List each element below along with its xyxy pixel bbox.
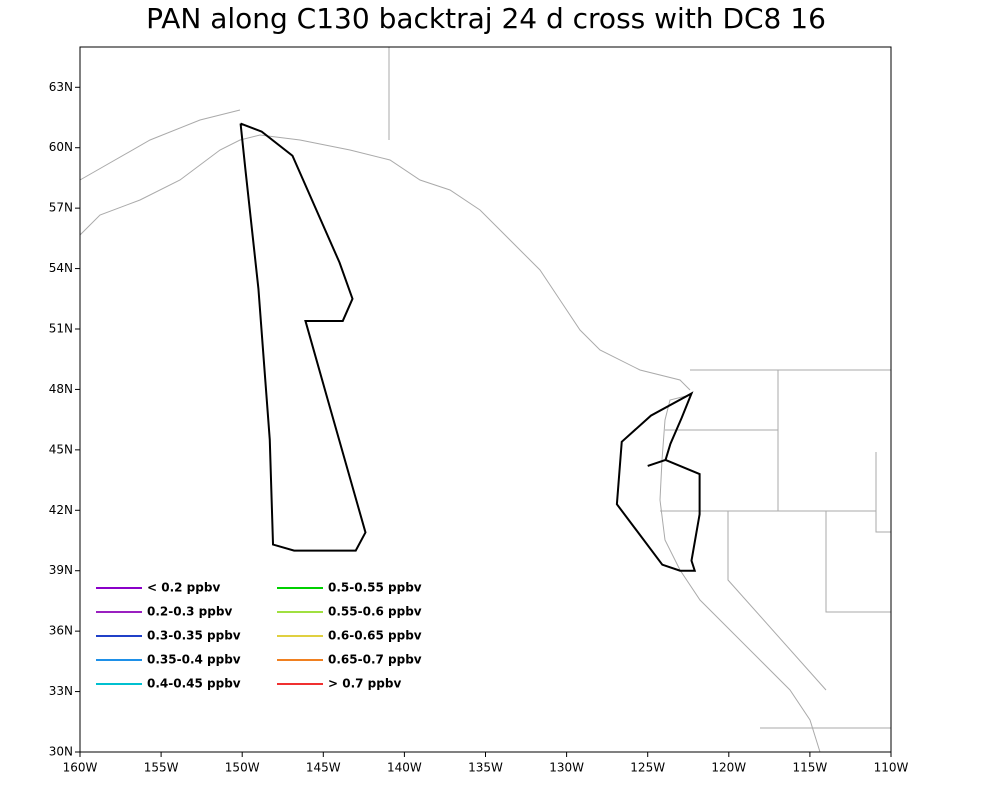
y-tick-label: 36N xyxy=(49,624,73,638)
legend-label: 0.3-0.35 ppbv xyxy=(147,629,241,643)
y-tick-label: 60N xyxy=(49,140,73,154)
trajectory xyxy=(615,391,701,572)
x-tick-label: 135W xyxy=(468,761,503,775)
x-tick-label: 110W xyxy=(874,761,909,775)
coastline xyxy=(659,394,821,753)
x-tick-label: 130W xyxy=(549,761,584,775)
y-tick-label: 57N xyxy=(49,201,73,215)
legend-label: 0.65-0.7 ppbv xyxy=(328,653,422,667)
x-tick-label: 155W xyxy=(144,761,179,775)
y-tick-label: 54N xyxy=(49,261,73,275)
legend-label: 0.4-0.45 ppbv xyxy=(147,677,241,691)
trajectory xyxy=(239,122,367,552)
border xyxy=(875,452,891,533)
legend-label: 0.2-0.3 ppbv xyxy=(147,605,232,619)
x-tick-label: 145W xyxy=(306,761,341,775)
legend-label: 0.6-0.65 ppbv xyxy=(328,629,422,643)
x-tick-label: 150W xyxy=(225,761,260,775)
map-title: PAN along C130 backtraj 24 d cross with … xyxy=(146,2,826,35)
x-tick-label: 115W xyxy=(793,761,828,775)
y-tick-label: 45N xyxy=(49,442,73,456)
coastlines xyxy=(79,47,891,753)
legend-label: > 0.7 ppbv xyxy=(328,677,401,691)
border xyxy=(727,511,827,691)
legend-label: 0.55-0.6 ppbv xyxy=(328,605,422,619)
legend-label: 0.35-0.4 ppbv xyxy=(147,653,241,667)
y-tick-label: 48N xyxy=(49,382,73,396)
y-tick-label: 42N xyxy=(49,503,73,517)
legend-label: < 0.2 ppbv xyxy=(147,581,220,595)
coastline xyxy=(79,134,691,391)
x-tick-label: 160W xyxy=(63,761,98,775)
x-tick-label: 140W xyxy=(387,761,422,775)
y-tick-label: 33N xyxy=(49,684,73,698)
y-tick-label: 39N xyxy=(49,563,73,577)
coastline xyxy=(79,109,241,181)
y-tick-label: 30N xyxy=(49,745,73,759)
map-frame xyxy=(79,46,892,753)
y-tick-label: 63N xyxy=(49,80,73,94)
y-tick-label: 51N xyxy=(49,322,73,336)
x-tick-label: 120W xyxy=(711,761,746,775)
x-tick-label: 125W xyxy=(630,761,665,775)
border xyxy=(825,511,891,613)
legend-label: 0.5-0.55 ppbv xyxy=(328,581,422,595)
